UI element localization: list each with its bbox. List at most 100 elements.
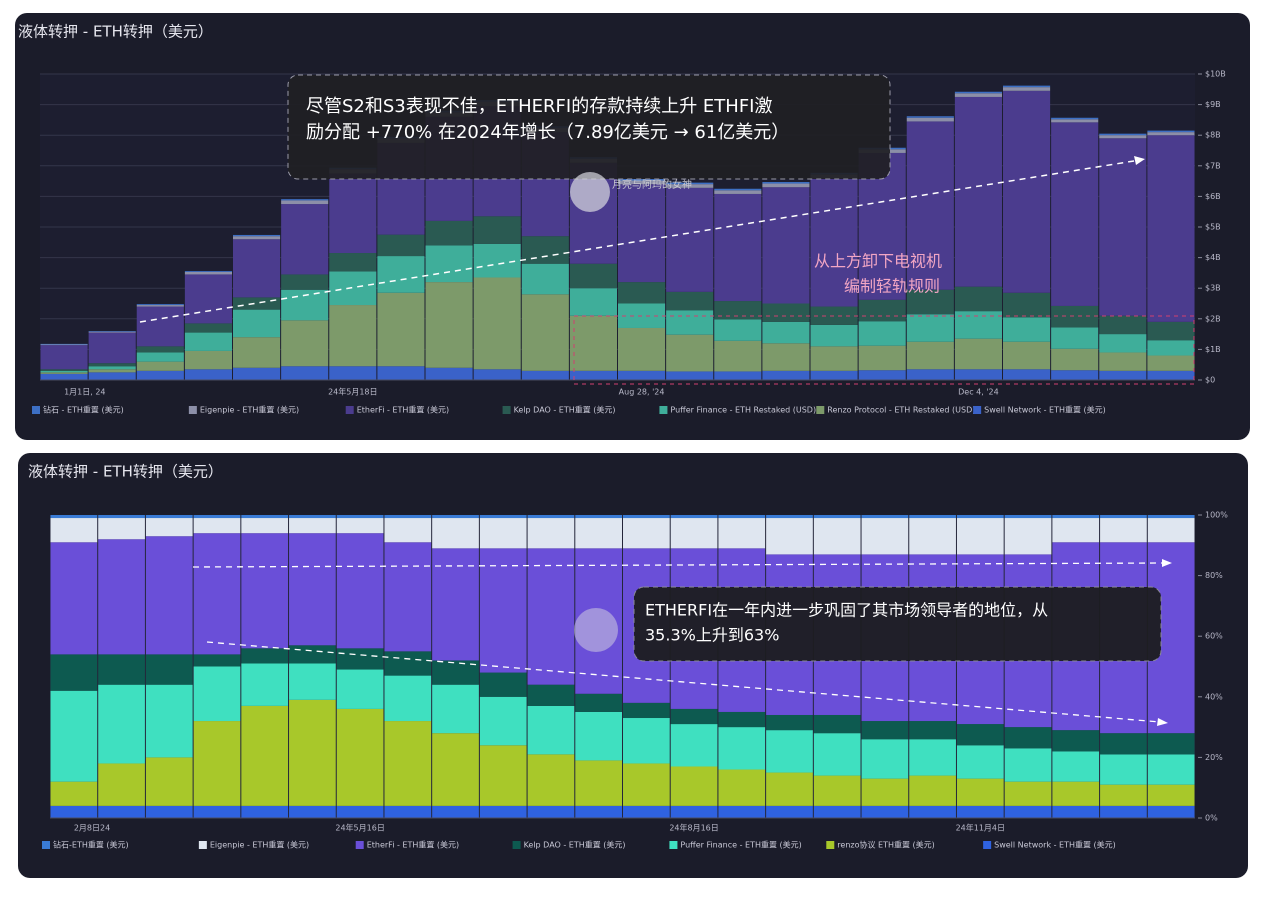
y-tick-label: $6B <box>1205 192 1221 201</box>
bar-segment <box>956 745 1004 779</box>
bar-segment <box>623 805 670 818</box>
bar-segment <box>384 675 432 722</box>
legend-label: Renzo Protocol - ETH Restaked (USD) <box>827 406 975 415</box>
bar-segment <box>1147 340 1195 356</box>
bar-segment <box>98 684 145 764</box>
bar-segment <box>1100 733 1147 755</box>
bar-segment <box>762 183 810 188</box>
bar-segment <box>145 515 193 519</box>
bar-segment <box>666 334 714 372</box>
bar-segment <box>384 515 432 519</box>
bar-segment <box>281 274 329 290</box>
bar-segment <box>1147 805 1195 818</box>
bar-segment <box>956 518 1004 555</box>
bar-segment <box>810 178 858 307</box>
bar-segment <box>813 733 861 776</box>
bar-segment <box>1099 352 1147 371</box>
bar-segment <box>1052 518 1100 543</box>
bar-segment <box>906 121 954 290</box>
bar-segment <box>384 805 432 818</box>
y-tick-label: $2B <box>1205 314 1221 323</box>
bar-segment <box>425 245 473 283</box>
bar-segment <box>425 220 473 246</box>
bar-segment <box>718 711 766 728</box>
legend-label: Kelp DAO - ETH重置 (美元) <box>524 840 626 850</box>
bar-segment <box>40 343 88 345</box>
bar-segment <box>336 518 384 534</box>
bar-segment <box>813 518 861 555</box>
bar-segment <box>1147 733 1195 755</box>
annotation-text: ETHERFI在一年内进一步巩固了其市场领导者的地位，从 <box>645 601 1048 620</box>
x-tick-label: 2月8日24 <box>74 824 110 833</box>
bar-segment <box>861 739 909 779</box>
bar-segment <box>670 766 718 806</box>
bar-segment <box>1003 317 1051 342</box>
legend-label: Swell Network - ETH重置 (美元) <box>994 840 1116 850</box>
bar-segment <box>861 805 909 818</box>
bar-segment <box>623 518 670 549</box>
watermark-logo <box>574 608 618 652</box>
bar-segment <box>1147 784 1195 806</box>
y-tick-label: $9B <box>1205 100 1221 109</box>
bar-segment <box>1052 730 1100 752</box>
bar-segment <box>233 367 281 380</box>
bar-segment <box>136 370 184 380</box>
bar-segment <box>1051 305 1099 328</box>
bar-segment <box>50 781 98 806</box>
bar-segment <box>1147 355 1195 371</box>
legend-swatch <box>345 406 354 414</box>
bar-segment <box>432 733 479 806</box>
bar-segment <box>956 515 1004 519</box>
bar-segment <box>98 518 145 540</box>
bar-segment <box>98 763 145 806</box>
bar-segment <box>432 518 479 549</box>
bar-segment <box>1100 805 1147 818</box>
bar-segment <box>813 805 861 818</box>
overlay: 液体转押 - ETH转押（美元） ETHERFI在一年内进一步巩固了其市场领导者… <box>28 463 1172 726</box>
bar-segment <box>1147 754 1195 785</box>
bar-segment <box>1100 515 1147 519</box>
bar-segment <box>377 366 425 380</box>
y-tick-label: 0% <box>1205 814 1218 823</box>
bar-segment <box>432 548 479 661</box>
bar-segment <box>336 648 384 670</box>
bar-segment <box>329 366 377 380</box>
bar-segment <box>184 323 232 333</box>
bar-segment <box>956 724 1004 746</box>
bar-segment <box>289 663 336 700</box>
bar-segment <box>425 367 473 380</box>
legend-label: EtherFi - ETH重置 (美元) <box>367 840 459 850</box>
bar-segment <box>906 116 954 118</box>
bar-segment <box>281 320 329 367</box>
bar-segment <box>479 518 527 549</box>
bar-segment <box>670 805 718 818</box>
bar-segment <box>527 515 575 519</box>
bar-segment <box>241 805 289 818</box>
y-tick-label: 60% <box>1205 632 1223 641</box>
legend-swatch <box>512 841 521 849</box>
bar-segment <box>858 321 906 346</box>
bar-segment <box>575 711 622 761</box>
bar-segment <box>193 533 241 655</box>
bar-segment <box>184 274 232 324</box>
legend-swatch <box>502 406 511 414</box>
bar-segment <box>184 271 232 275</box>
bar-segment <box>50 690 98 782</box>
bar-segment <box>40 345 88 370</box>
bar-segment <box>521 294 569 371</box>
bar-segment <box>40 344 88 346</box>
bar-segment <box>858 345 906 371</box>
bar-segment <box>861 518 909 555</box>
bar-segment <box>906 341 954 370</box>
bar-segment <box>1147 132 1195 136</box>
y-tick-label: $10B <box>1205 70 1226 79</box>
bar-segment <box>479 805 527 818</box>
bar-segment <box>336 805 384 818</box>
bar-segment <box>666 182 714 185</box>
bar-segment <box>1004 805 1052 818</box>
bar-segment <box>384 651 432 676</box>
y-tick-label: $0 <box>1205 376 1215 385</box>
bar-segment <box>858 370 906 380</box>
trend-arrow <box>192 562 1166 568</box>
